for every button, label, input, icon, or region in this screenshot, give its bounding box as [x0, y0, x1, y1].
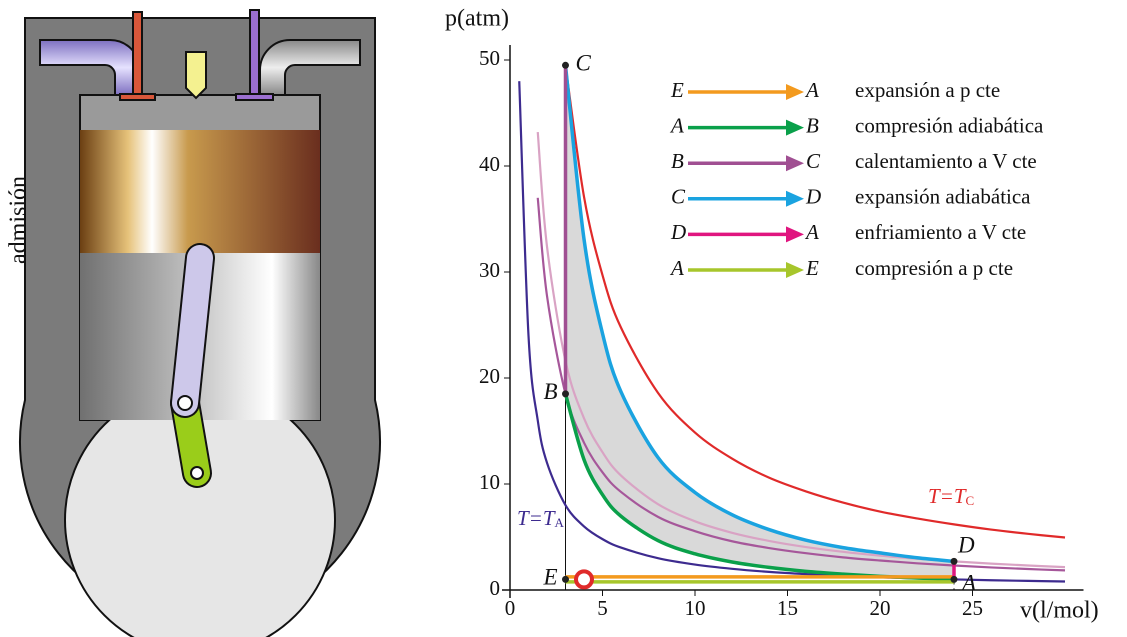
y-tick-label: 30: [479, 258, 500, 282]
point-label: E: [543, 565, 558, 590]
piston: [80, 130, 320, 253]
legend-to: D: [805, 185, 821, 209]
exhaust-valve: [249, 9, 260, 98]
curve: [564, 65, 1066, 539]
exhaust-valve-head: [235, 93, 274, 101]
state-point: [950, 557, 958, 565]
curve: [563, 65, 955, 564]
pin: [177, 395, 193, 411]
legend-text: expansión adiabática: [855, 185, 1031, 209]
point-label: A: [960, 571, 977, 596]
curve-label-text: T=T: [928, 484, 967, 508]
cycle-area: [565, 65, 954, 580]
y-tick-label: 50: [479, 46, 500, 70]
legend-arrowhead: [786, 190, 804, 207]
x-tick-label: 0: [505, 596, 516, 620]
legend-arrowhead: [786, 155, 804, 172]
x-axis-label: v(l/mol): [1020, 598, 1099, 624]
legend-arrowhead: [786, 226, 804, 243]
pin: [190, 466, 204, 480]
point-label: B: [544, 379, 558, 404]
state-marker: [574, 569, 594, 590]
legend-from: D: [670, 220, 686, 244]
y-axis-label: p(atm): [445, 6, 509, 32]
legend-to: B: [806, 113, 819, 137]
rod-fill: [172, 245, 213, 416]
state-point: [562, 390, 569, 398]
curve-label-text: T=T: [517, 506, 556, 530]
legend-to: E: [805, 256, 819, 280]
legend-from: A: [669, 256, 684, 280]
curve-label-sub: A: [555, 515, 565, 530]
legend-from: B: [671, 149, 684, 173]
x-tick-label: 25: [962, 596, 983, 620]
x-tick-label: 15: [777, 596, 798, 620]
legend-arrowhead: [786, 84, 804, 100]
legend-arrowhead: [786, 119, 804, 136]
legend-to: A: [804, 220, 819, 244]
exhaust-pipe: [259, 39, 361, 96]
legend-to: A: [804, 78, 819, 102]
intake-valve-head: [119, 93, 156, 101]
intake-valve: [132, 11, 143, 98]
y-tick-label: 10: [479, 470, 500, 494]
legend-arrowhead: [786, 262, 804, 278]
legend-to: C: [806, 149, 821, 173]
plot: [518, 65, 1066, 590]
x-tick-label: 5: [597, 596, 608, 620]
legend-from: C: [671, 185, 686, 209]
legend-text: enfriamiento a V cte: [855, 220, 1026, 244]
y-tick-label: 40: [479, 152, 500, 176]
point-label: D: [957, 533, 975, 558]
engine: [19, 9, 381, 637]
legend-text: compresión adiabática: [855, 113, 1044, 137]
x-tick-label: 20: [870, 596, 891, 620]
legend-text: compresión a p cte: [855, 256, 1013, 280]
y-tick-label: 0: [490, 576, 501, 600]
state-point: [950, 575, 958, 583]
legend-text: calentamiento a V cte: [855, 149, 1037, 173]
state-point: [562, 61, 569, 69]
x-tick-label: 10: [685, 596, 706, 620]
curve-label: T=TC: [928, 484, 974, 508]
legend-from: E: [670, 78, 684, 102]
state-point: [562, 575, 569, 583]
y-tick-label: 20: [479, 364, 500, 388]
curve-label: T=TA: [517, 506, 565, 530]
side-label: admisión: [6, 176, 32, 264]
spark-plug: [185, 51, 207, 100]
legend-from: A: [669, 113, 684, 137]
point-label: C: [576, 51, 592, 76]
legend-text: expansión a p cte: [855, 78, 1000, 102]
curve-label-sub: C: [966, 493, 975, 508]
